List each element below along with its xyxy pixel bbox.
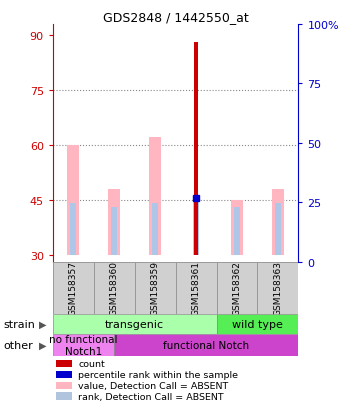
- Text: ▶: ▶: [39, 319, 46, 329]
- Bar: [53, 335, 114, 356]
- Bar: [234, 207, 240, 255]
- Bar: [272, 189, 284, 255]
- Bar: [53, 262, 94, 314]
- Text: GSM158362: GSM158362: [233, 261, 241, 316]
- Bar: [67, 145, 79, 255]
- Bar: [135, 262, 176, 314]
- Text: wild type: wild type: [232, 319, 283, 329]
- Text: rank, Detection Call = ABSENT: rank, Detection Call = ABSENT: [78, 392, 224, 401]
- Bar: [152, 204, 158, 255]
- Text: GSM158361: GSM158361: [192, 261, 201, 316]
- Title: GDS2848 / 1442550_at: GDS2848 / 1442550_at: [103, 11, 249, 24]
- Bar: [275, 204, 281, 255]
- Text: other: other: [3, 340, 33, 350]
- Bar: [217, 262, 257, 314]
- Bar: [257, 262, 298, 314]
- Bar: [70, 204, 76, 255]
- Bar: [231, 200, 243, 255]
- Bar: [108, 189, 120, 255]
- Text: GSM158359: GSM158359: [151, 261, 160, 316]
- Bar: [193, 200, 199, 255]
- Bar: [149, 138, 161, 255]
- Bar: [94, 262, 135, 314]
- Text: GSM158360: GSM158360: [110, 261, 119, 316]
- Text: transgenic: transgenic: [105, 319, 164, 329]
- Bar: [217, 314, 298, 335]
- Bar: [53, 314, 217, 335]
- Bar: [114, 335, 298, 356]
- Text: no functional
Notch1: no functional Notch1: [49, 335, 118, 356]
- Bar: [194, 43, 198, 255]
- Text: GSM158363: GSM158363: [273, 261, 282, 316]
- Text: functional Notch: functional Notch: [163, 340, 249, 350]
- Text: GSM158357: GSM158357: [69, 261, 78, 316]
- Text: count: count: [78, 359, 105, 368]
- Text: percentile rank within the sample: percentile rank within the sample: [78, 370, 238, 379]
- Text: value, Detection Call = ABSENT: value, Detection Call = ABSENT: [78, 381, 229, 390]
- Text: strain: strain: [3, 319, 35, 329]
- Bar: [111, 207, 117, 255]
- Bar: [176, 262, 217, 314]
- Text: ▶: ▶: [39, 340, 46, 350]
